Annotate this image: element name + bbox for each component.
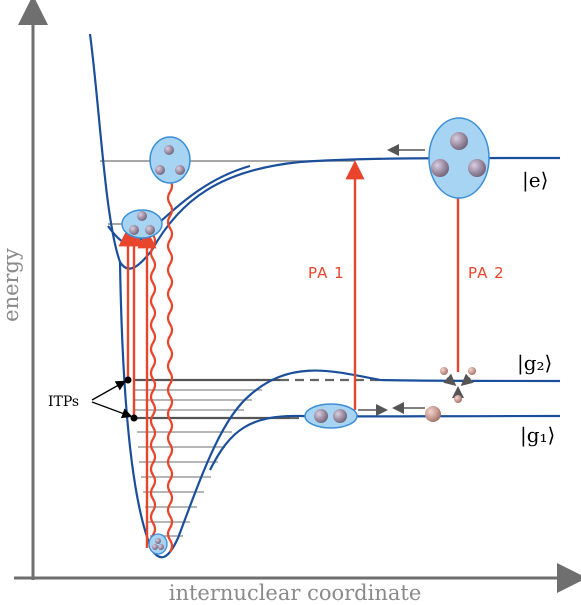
pa1-label: PA 1 (308, 264, 345, 282)
potential-curves (88, 33, 561, 559)
free-atoms (425, 367, 476, 422)
dimer-bubble-g1 (304, 403, 358, 429)
ground-potential (118, 261, 561, 559)
trimer-bubble-e (428, 117, 490, 199)
excitation-arrows (118, 160, 468, 548)
y-axis-label: energy (0, 248, 23, 322)
itp-label: ITPs (48, 394, 79, 410)
state-e-label: |e⟩ (522, 168, 548, 193)
g1-potential (209, 414, 561, 471)
trimer-bubble-mid (121, 209, 163, 239)
itp-markers: ITPs (48, 376, 138, 422)
gray-arrows (358, 144, 474, 416)
state-g2-label: |g₂⟩ (517, 351, 552, 376)
trimer-bubble-bottom (148, 533, 168, 555)
wavy-decays (149, 179, 174, 553)
trimer-bubble-top (149, 136, 191, 184)
state-g1-label: |g₁⟩ (520, 423, 555, 448)
x-axis-label: internuclear coordinate (169, 581, 422, 605)
pa2-label: PA 2 (468, 264, 505, 282)
